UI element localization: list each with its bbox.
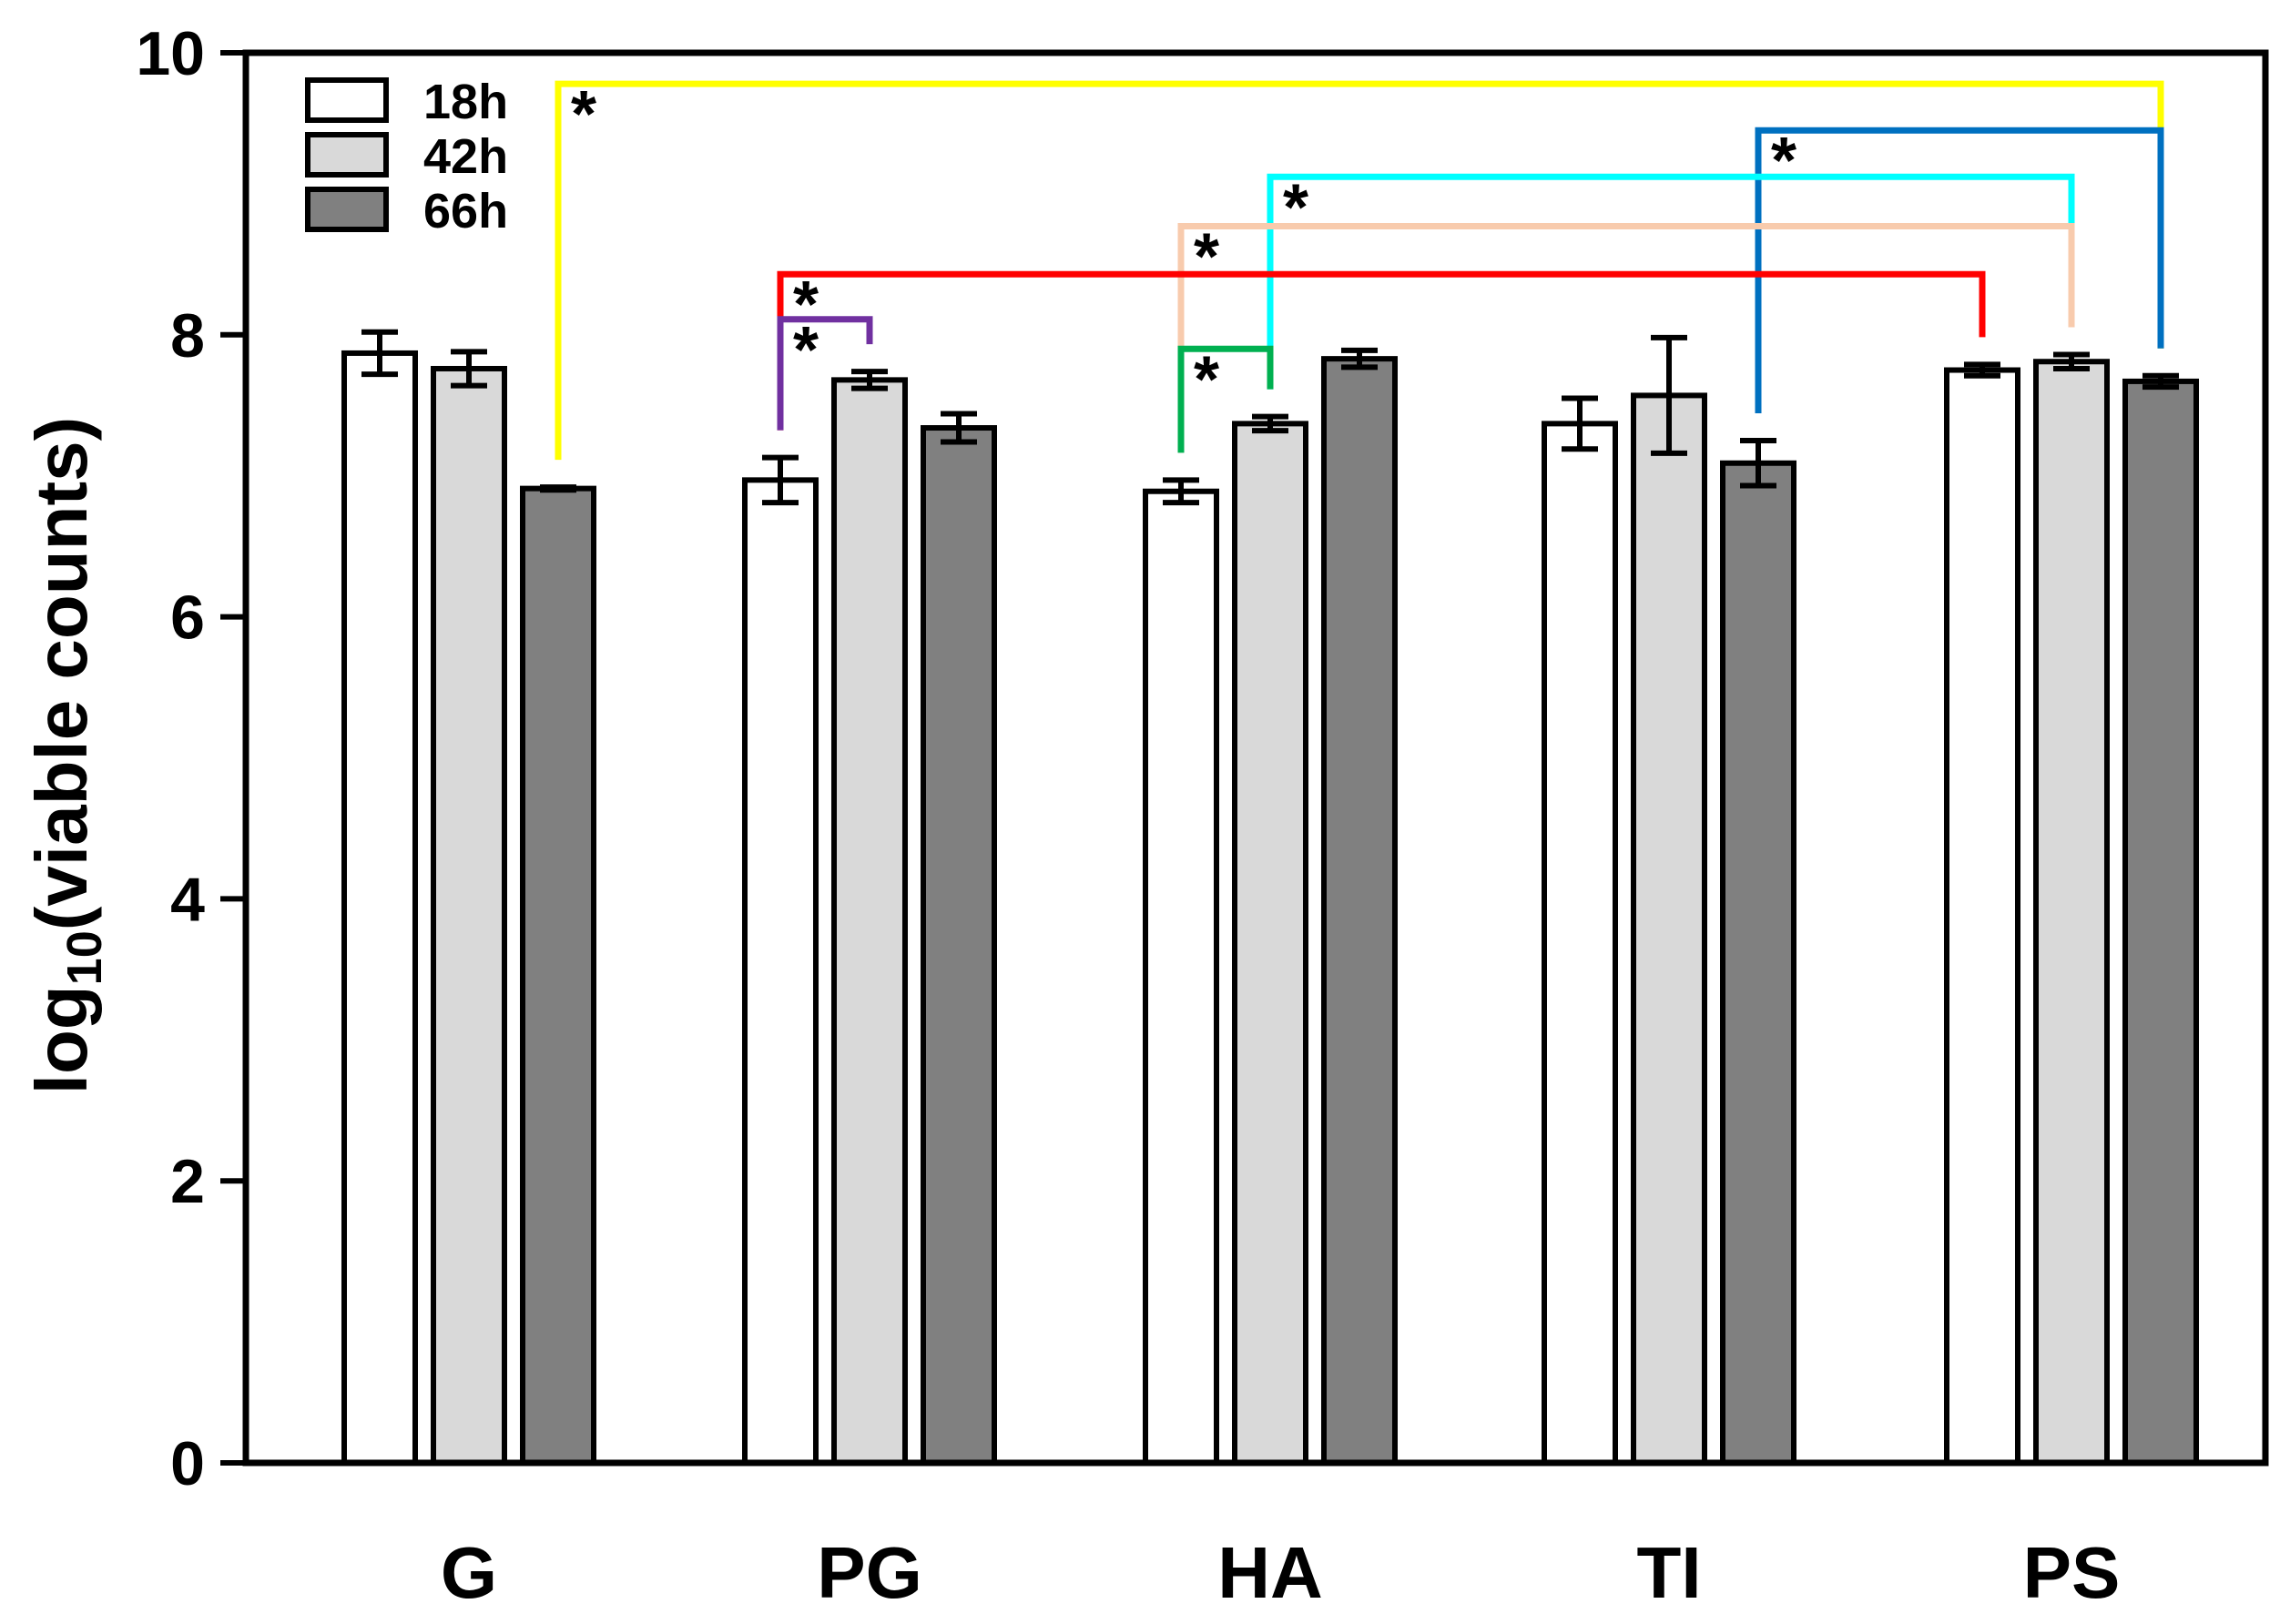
- bars: [341, 329, 2199, 1467]
- significance-star: *: [571, 78, 596, 151]
- x-category-label: PG: [817, 1532, 922, 1613]
- bar: [2033, 359, 2110, 1467]
- legend-swatch: [305, 187, 389, 232]
- significance-brackets: ****** *: [555, 78, 2164, 461]
- bar: [1944, 367, 2020, 1466]
- bar: [921, 425, 997, 1466]
- y-tick-label: 8: [170, 301, 205, 370]
- x-category-label: TI: [1636, 1532, 1701, 1613]
- y-axis-label: log10(viable counts): [21, 417, 112, 1095]
- bar: [1321, 356, 1398, 1466]
- y-tick-label: 0: [170, 1429, 205, 1498]
- bar: [431, 365, 507, 1467]
- significance-bracket: [1177, 345, 1274, 453]
- bar: [1542, 421, 1618, 1467]
- legend-swatch: [305, 132, 389, 178]
- bar: [520, 485, 596, 1466]
- significance-star: *: [793, 314, 819, 387]
- bar: [1720, 460, 1796, 1466]
- bar: [831, 377, 908, 1466]
- y-tick-label: 6: [170, 584, 205, 653]
- bar: [1143, 488, 1219, 1466]
- axes: 0 2 4 6 8 10 G PG HA TI PS: [136, 19, 2269, 1613]
- y-tick-label: 2: [170, 1147, 205, 1216]
- significance-star: *: [1194, 343, 1219, 416]
- legend-swatch: [305, 77, 389, 123]
- significance-star: *: [793, 269, 819, 341]
- significance-bracket: [777, 316, 873, 431]
- significance-bracket: [1177, 223, 2075, 453]
- legend-label: 18h: [423, 75, 508, 129]
- y-tick-label: 10: [136, 19, 205, 88]
- significance-star: *: [1283, 171, 1308, 244]
- y-tick-label: 4: [170, 865, 205, 934]
- plot-frame: [242, 49, 2269, 1467]
- bar: [742, 477, 819, 1466]
- bar: [341, 350, 418, 1466]
- significance-star: *: [1771, 125, 1796, 198]
- legend-label: 42h: [423, 129, 508, 184]
- legend-label: 66h: [423, 184, 508, 239]
- x-category-label: HA: [1217, 1532, 1323, 1613]
- bar: [1232, 421, 1308, 1467]
- x-category-label: PS: [2023, 1532, 2121, 1613]
- bar: [2122, 378, 2199, 1466]
- bar: [1631, 392, 1707, 1467]
- significance-star: *: [1194, 221, 1219, 294]
- x-category-label: G: [441, 1532, 497, 1613]
